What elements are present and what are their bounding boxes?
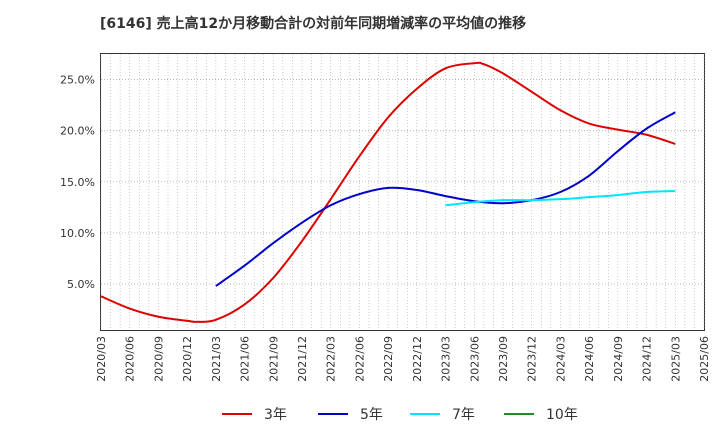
legend-label-3: 7年 [452,407,475,423]
y-tick-label: 15.0% [60,176,95,189]
series-lines [100,61,676,323]
y-tick-label: 20.0% [60,125,95,138]
series-line-3 [445,189,676,207]
y-tick-label: 25.0% [60,74,95,87]
x-tick-label: 2020/06 [124,336,137,382]
legend-label-4: 10年 [546,407,578,423]
series-line-2 [215,111,676,287]
x-tick-label: 2024/12 [641,336,654,382]
x-tick-label: 2024/03 [554,336,567,382]
x-tick-label: 2023/12 [526,336,539,382]
x-tick-label: 2025/06 [698,336,711,382]
x-tick-label: 2023/09 [497,336,510,382]
y-tick-label: 10.0% [60,227,95,240]
x-axis: 2020/03 2020/06 2020/09 2020/12 2021/03 2021/… [95,336,711,382]
y-axis: 5.0% 10.0% 15.0% 20.0% 25.0% [60,74,95,291]
x-tick-label: 2023/06 [468,336,481,382]
x-tick-label: 2024/09 [612,336,625,382]
x-tick-label: 2022/12 [411,336,424,382]
legend-label-2: 5年 [360,407,383,423]
legend-label-1: 3年 [264,407,287,423]
x-tick-label: 2021/09 [267,336,280,382]
x-tick-label: 2024/06 [583,336,596,382]
x-tick-label: 2021/12 [296,336,309,382]
x-tick-label: 2022/09 [382,336,395,382]
x-tick-label: 2022/06 [353,336,366,382]
x-tick-label: 2025/03 [669,336,682,382]
x-tick-label: 2022/03 [325,336,338,382]
x-tick-label: 2020/03 [95,336,108,382]
x-tick-label: 2021/06 [239,336,252,382]
x-tick-label: 2020/12 [181,336,194,382]
x-tick-label: 2020/09 [152,336,165,382]
x-tick-label: 2021/03 [210,336,223,382]
chart-title: [6146] 売上高12か月移動合計の対前年同期増減率の平均値の推移 [100,15,526,32]
y-tick-label: 5.0% [67,278,95,291]
x-tick-label: 2023/03 [440,336,453,382]
series-line-1 [100,61,676,323]
legend: 3年 5年 7年 10年 [222,407,578,423]
plot-area [100,53,705,331]
